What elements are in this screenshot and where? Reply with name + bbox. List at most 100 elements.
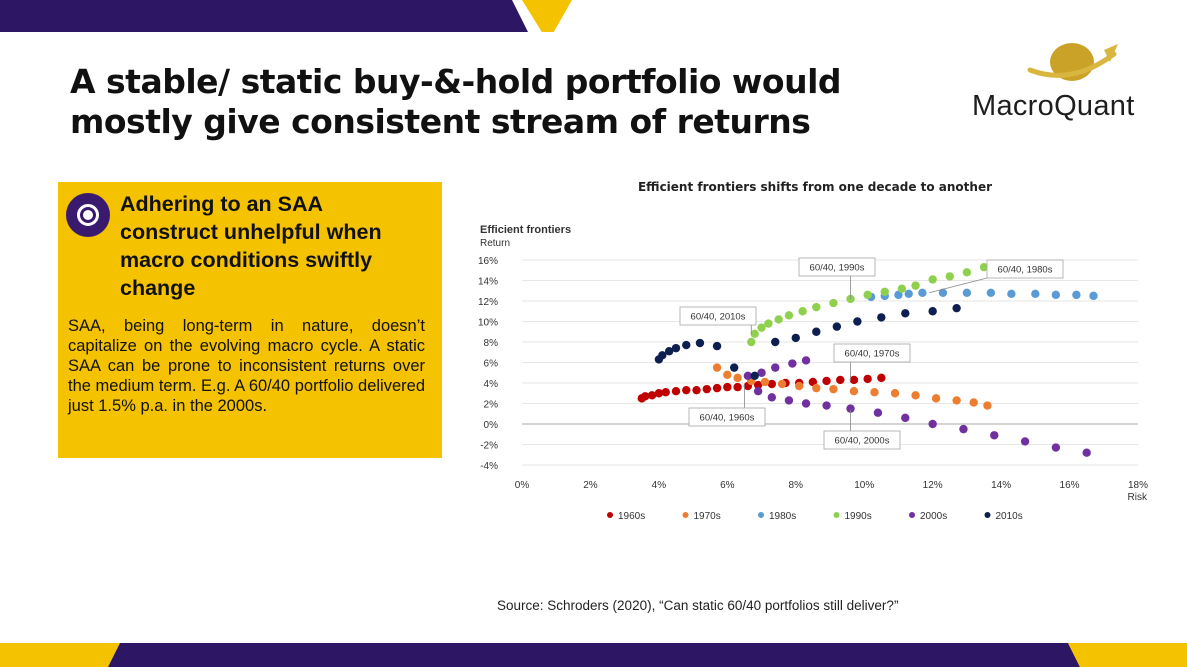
point-1990s	[928, 275, 937, 284]
y-tick-label: 12%	[478, 297, 498, 308]
point-1970s	[931, 394, 941, 403]
annotation-label: 60/40, 1960s	[700, 413, 755, 424]
point-2000s	[959, 424, 968, 434]
x-tick-label: 6%	[720, 480, 735, 491]
x-tick-label: 14%	[991, 480, 1011, 491]
point-1970s	[760, 377, 770, 387]
point-1980s	[1051, 290, 1061, 300]
point-1970s	[969, 398, 978, 407]
point-1960s	[654, 389, 664, 398]
annotation-box	[688, 407, 766, 427]
point-1990s	[846, 294, 855, 304]
point-1980s	[1007, 289, 1016, 299]
y-tick-label: 8%	[484, 338, 499, 349]
point-1990s	[812, 302, 821, 312]
point-2010s	[901, 309, 910, 318]
frontier-chart: Efficient frontiers Return Risk 16% 14% 12…	[478, 224, 1148, 522]
point-2010s	[812, 327, 821, 336]
point-1960s	[682, 385, 691, 395]
legend-marker	[607, 512, 613, 518]
x-tick-label: 16%	[1060, 480, 1080, 491]
point-1990s	[829, 298, 838, 308]
legend-label: 1990s	[845, 511, 872, 522]
point-2010s	[682, 340, 691, 350]
point-2010s	[771, 337, 780, 347]
x-axis-label: Risk	[1128, 492, 1148, 503]
x-tick-label: 8%	[789, 480, 804, 491]
point-1960s	[733, 382, 742, 392]
legend-marker	[909, 512, 915, 518]
point-1990s	[979, 262, 989, 272]
point-2000s	[901, 413, 910, 423]
y-tick-label: 16%	[478, 256, 498, 267]
x-tick-label: 2%	[583, 480, 598, 491]
source-note: Source: Schroders (2020), “Can static 60…	[497, 598, 899, 613]
point-2010s	[750, 371, 759, 381]
point-1960s	[661, 388, 670, 397]
point-1970s	[870, 388, 879, 397]
point-2010s	[928, 307, 937, 316]
point-2000s	[767, 393, 777, 402]
point-1980s	[918, 288, 927, 297]
annotation-box	[798, 257, 876, 277]
point-1960s	[849, 375, 859, 385]
point-1960s	[822, 376, 831, 386]
point-1980s	[986, 288, 996, 297]
planet-arrow-icon	[1027, 43, 1118, 81]
point-1990s	[764, 319, 773, 328]
point-1990s	[897, 284, 907, 293]
point-1960s	[702, 384, 711, 394]
point-1970s	[983, 401, 992, 410]
point-2000s	[801, 399, 811, 408]
annotation-box	[833, 343, 911, 363]
point-1970s	[812, 383, 821, 393]
point-1970s	[849, 387, 859, 396]
logo: MacroQuant	[968, 38, 1168, 128]
point-2010s	[853, 317, 862, 326]
y-tick-label: 2%	[484, 400, 499, 411]
point-2010s	[877, 313, 886, 322]
annotation-box	[823, 430, 901, 450]
point-1960s	[692, 385, 701, 395]
legend-marker	[833, 512, 840, 518]
point-2000s	[990, 431, 999, 440]
bottom-band	[0, 643, 1187, 667]
point-1990s	[798, 307, 807, 316]
y-tick-label: 10%	[478, 318, 498, 329]
point-1980s	[1072, 290, 1081, 300]
point-1970s	[723, 370, 732, 379]
point-2000s	[771, 363, 780, 372]
point-2000s	[784, 396, 794, 405]
callout-body: SAA, being long-term in nature, doesn’t …	[68, 317, 425, 415]
point-2000s	[757, 368, 766, 377]
point-2000s	[1082, 448, 1091, 457]
point-2000s	[753, 387, 763, 396]
legend-label: 2000s	[920, 511, 947, 522]
target-icon	[66, 193, 110, 237]
point-1980s	[1031, 289, 1040, 299]
point-1990s	[945, 272, 954, 281]
callout-box: Adhering to an SAA construct unhelpful w…	[58, 182, 442, 458]
y-tick-label: -4%	[480, 461, 498, 472]
annotation-box	[986, 259, 1064, 279]
point-1970s	[777, 379, 787, 389]
point-1990s	[747, 337, 756, 347]
x-tick-label: 4%	[652, 480, 667, 491]
x-tick-label: 18%	[1128, 480, 1148, 491]
point-2000s	[928, 419, 937, 429]
page-title: A stable/ static buy-&-hold portfolio wo…	[70, 62, 842, 141]
point-1970s	[829, 384, 838, 394]
point-2010s	[712, 341, 722, 351]
point-1960s	[767, 379, 777, 389]
point-1970s	[890, 389, 900, 398]
chart-panel-title: Efficient frontiers	[480, 224, 571, 236]
legend-marker	[682, 512, 689, 518]
x-tick-label: 0%	[515, 480, 530, 491]
x-tick-label: 12%	[923, 480, 943, 491]
point-1990s	[962, 268, 972, 277]
legend-label: 1970s	[694, 511, 721, 522]
point-1970s	[952, 396, 961, 405]
point-1980s	[1089, 291, 1098, 301]
point-2010s	[952, 303, 961, 313]
annotation-label: 60/40, 2000s	[835, 436, 890, 447]
